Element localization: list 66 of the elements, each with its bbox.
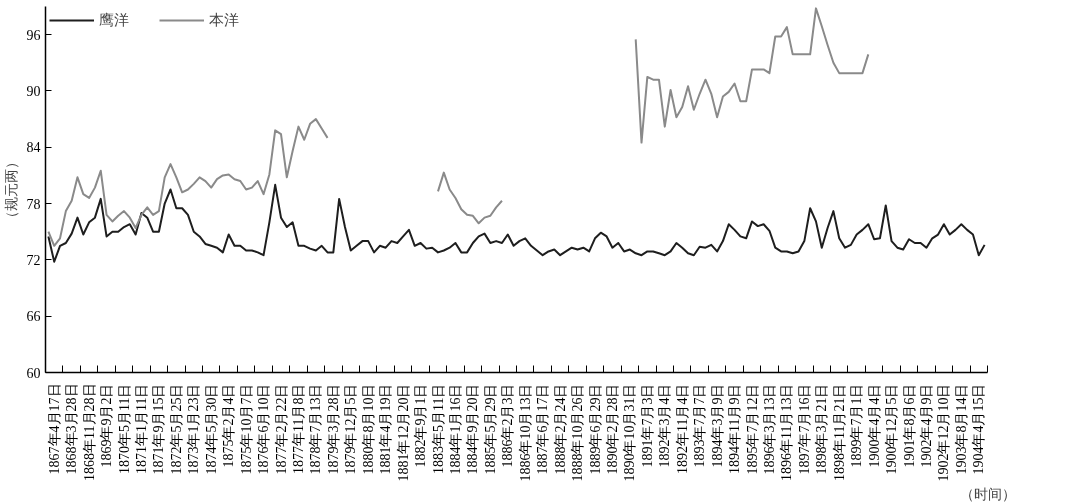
x-tick-label: 1898年3月21日 bbox=[814, 383, 830, 475]
y-tick-label: 84 bbox=[26, 140, 41, 156]
y-tick-label: 72 bbox=[26, 252, 41, 268]
x-tick-label: 1896年11月13日 bbox=[779, 383, 795, 481]
x-tick-label: 1894年11月9日 bbox=[727, 383, 743, 474]
x-tick-label: 1878年7月13日 bbox=[308, 383, 324, 475]
x-tick-label: 1869年9月2日 bbox=[99, 383, 115, 468]
x-tick-label: 1892年11月4日 bbox=[674, 383, 690, 474]
y-tick-label: 78 bbox=[26, 196, 41, 212]
x-tick-label: 1883年5月11日 bbox=[430, 383, 446, 474]
x-tick-label: 1871年9月15日 bbox=[151, 383, 167, 475]
x-tick-label: 1868年11月28日 bbox=[81, 383, 97, 481]
x-tick-label: 1895年7月12日 bbox=[744, 383, 760, 475]
x-tick-label: 1884年1月16日 bbox=[447, 383, 463, 475]
x-tick-label: 1882年9月1日 bbox=[413, 383, 429, 468]
x-tick-label: 1903年8月14日 bbox=[953, 383, 969, 475]
x-tick-label: 1872年5月25日 bbox=[168, 383, 184, 475]
x-tick-label: 1879年12月5日 bbox=[343, 383, 359, 475]
x-tick-label: 1902年12月10日 bbox=[936, 383, 952, 482]
x-tick-label: 1891年7月3日 bbox=[639, 383, 655, 468]
y-tick-label: 60 bbox=[26, 365, 41, 381]
x-tick-label: 1889年6月29日 bbox=[587, 383, 603, 475]
x-tick-label: 1887年6月17日 bbox=[535, 383, 551, 475]
legend-label: 本洋 bbox=[209, 10, 239, 30]
x-tick-label: 1877年11月8日 bbox=[290, 383, 306, 474]
x-tick-label: 1888年10月26日 bbox=[570, 383, 586, 482]
x-tick-label: 1877年2月22日 bbox=[273, 383, 289, 475]
x-tick-label: 1873年1月23日 bbox=[186, 383, 202, 475]
x-tick-label: 1893年7月7日 bbox=[692, 383, 708, 468]
x-tick-label: 1902年4月9日 bbox=[918, 383, 934, 468]
x-tick-label: 1881年12月20日 bbox=[395, 383, 411, 482]
x-tick-label: 1897年7月16日 bbox=[796, 383, 812, 475]
x-tick-label: 1875年10月7日 bbox=[238, 383, 254, 475]
x-tick-label: 1890年2月28日 bbox=[604, 383, 620, 475]
x-tick-label: 1875年2月4日 bbox=[221, 383, 237, 468]
y-tick-label: 66 bbox=[26, 309, 41, 325]
y-tick-label: 90 bbox=[26, 83, 41, 99]
x-tick-label: 1898年11月21日 bbox=[831, 383, 847, 481]
x-tick-label: 1884年9月20日 bbox=[465, 383, 481, 475]
x-tick-label: 1900年12月5日 bbox=[884, 383, 900, 475]
y-axis-title: （规元两） bbox=[3, 154, 19, 225]
x-tick-label: 1886年2月3日 bbox=[500, 383, 516, 468]
x-tick-label: 1881年4月19日 bbox=[378, 383, 394, 475]
x-tick-label: 1885年5月29日 bbox=[482, 383, 498, 475]
x-tick-label: 1876年6月10日 bbox=[256, 383, 272, 475]
x-tick-label: 1904年4月15日 bbox=[971, 383, 987, 475]
x-tick-label: 1888年2月24日 bbox=[552, 383, 568, 475]
x-tick-label: 1880年8月10日 bbox=[360, 383, 376, 475]
x-tick-label: 1890年10月31日 bbox=[622, 383, 638, 482]
y-tick-label: 96 bbox=[26, 27, 41, 43]
line-series bbox=[47, 183, 986, 263]
x-tick-label: 1871年1月11日 bbox=[133, 383, 149, 474]
x-tick-label: 1868年3月28日 bbox=[64, 383, 80, 475]
x-tick-label: 1892年3月4日 bbox=[657, 383, 673, 468]
x-tick-label: 1874年5月30日 bbox=[203, 383, 219, 475]
x-tick-label: 1900年4月4日 bbox=[866, 383, 882, 468]
x-tick-label: 1901年8月6日 bbox=[901, 383, 917, 468]
x-tick-label: 1899年7月1日 bbox=[849, 383, 865, 468]
x-axis-title: （时间） bbox=[959, 486, 1016, 502]
x-tick-label: 1886年10月13日 bbox=[517, 383, 533, 482]
x-tick-label: 1879年3月28日 bbox=[325, 383, 341, 475]
legend-label: 鹰洋 bbox=[99, 10, 129, 30]
x-tick-label: 1896年3月13日 bbox=[761, 383, 777, 475]
x-tick-label: 1867年4月17日 bbox=[46, 383, 62, 475]
x-tick-label: 1870年5月11日 bbox=[116, 383, 132, 474]
x-tick-label: 1894年3月9日 bbox=[709, 383, 725, 468]
